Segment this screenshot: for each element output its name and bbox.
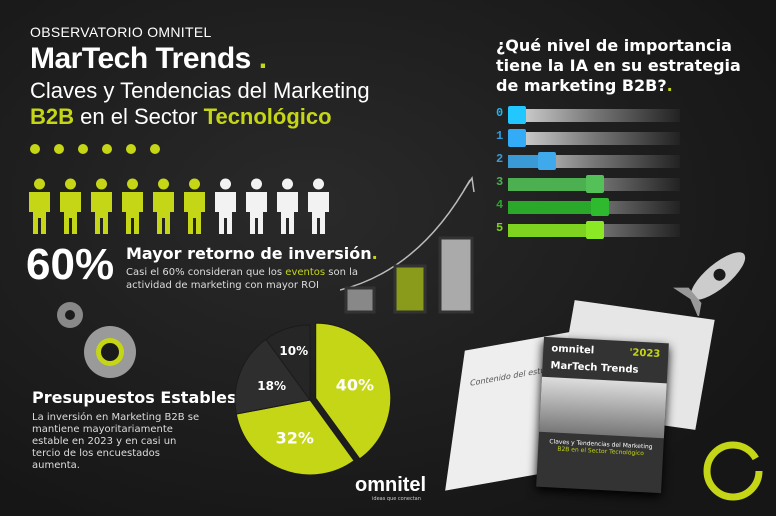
- ia-bar-row: 2: [496, 152, 686, 170]
- person-icon: [91, 178, 112, 234]
- arrow-icon: [340, 179, 471, 291]
- ia-bar-chart: 0 1 2 3 4 5: [496, 106, 686, 244]
- person-icon: [153, 178, 174, 234]
- rocket-icon: [672, 252, 746, 316]
- roi-text-post: son la actividad de marketing con mayor …: [126, 267, 359, 291]
- bar-fill: [508, 178, 605, 191]
- pie-slice: [235, 399, 355, 476]
- bar-marker: [591, 198, 610, 216]
- book-year: '2023: [629, 347, 661, 360]
- gear-icon: [57, 302, 136, 378]
- bar-marker: [586, 221, 605, 239]
- ia-question-text: ¿Qué nivel de importancia tiene la IA en…: [496, 36, 741, 95]
- ia-bar-row: 5: [496, 221, 686, 239]
- bar-label: 5: [496, 221, 504, 235]
- person-icon: [29, 178, 50, 234]
- roi-text-highlight: eventos: [285, 267, 326, 278]
- bar-marker: [586, 175, 605, 193]
- person-icon: [308, 178, 329, 234]
- roi-heading: Mayor retorno de inversión.: [126, 244, 378, 263]
- ring-icon: [703, 441, 763, 501]
- roi-percent: 60%: [26, 240, 115, 289]
- ia-bar-row: 4: [496, 198, 686, 216]
- ia-question: ¿Qué nivel de importancia tiene la IA en…: [496, 36, 741, 95]
- person-icon: [122, 178, 143, 234]
- pie-slice: [265, 324, 311, 402]
- subtitle-line1: Claves y Tendencias del Marketing: [30, 78, 370, 103]
- ia-bar-row: 3: [496, 175, 686, 193]
- bar-track: [508, 109, 680, 122]
- roi-heading-text: Mayor retorno de inversión: [126, 244, 372, 263]
- bar-marker: [508, 129, 526, 147]
- subtitle-b2b: B2B: [30, 104, 75, 129]
- budget-heading-text: Presupuestos Estables: [32, 388, 237, 407]
- ia-bar-row: 1: [496, 129, 686, 147]
- bar-label: 1: [496, 129, 504, 143]
- bar-marker: [538, 152, 557, 170]
- subtitle-mid: en el Sector: [74, 104, 204, 129]
- roi-text-pre: Casi el 60% consideran que los: [126, 267, 286, 278]
- ia-bar-row: 0: [496, 106, 686, 124]
- bar-fill: [508, 224, 605, 237]
- budget-text: La inversión en Marketing B2B se mantien…: [32, 412, 200, 471]
- pie-slice: [234, 338, 311, 415]
- bar-track: [508, 132, 680, 145]
- person-icon: [246, 178, 267, 234]
- roi-dot: .: [371, 244, 378, 263]
- bar-label: 2: [496, 152, 504, 166]
- roi-text: Casi el 60% consideran que los eventos s…: [126, 266, 386, 292]
- budget-heading: Presupuestos Estables.: [32, 388, 243, 407]
- subtitle-line2: B2B en el Sector Tecnológico: [30, 104, 332, 130]
- growth-bars-graphic: [340, 175, 475, 314]
- pie-label: 40%: [336, 375, 374, 394]
- bar-label: 4: [496, 198, 504, 212]
- budget-pie-chart: 40% 32% 18% 10%: [234, 322, 392, 476]
- book-brand: omnitel: [551, 343, 595, 357]
- people-pictogram: [28, 178, 330, 234]
- title-dot: .: [258, 42, 267, 75]
- person-icon: [277, 178, 298, 234]
- bar-label: 3: [496, 175, 504, 189]
- book-cover: omnitel '2023 MarTech Trends Claves y Ten…: [536, 336, 669, 494]
- decorative-dots: [30, 144, 160, 154]
- kicker: OBSERVATORIO OMNITEL: [30, 24, 212, 40]
- title-text: MarTech Trends: [30, 42, 251, 75]
- person-icon: [215, 178, 236, 234]
- subtitle-tec: Tecnológico: [203, 104, 332, 129]
- book-photo: [539, 376, 667, 439]
- pie-label: 18%: [257, 379, 286, 393]
- pie-slice: [315, 322, 392, 460]
- logo-tagline: ideas que conectan: [372, 496, 421, 502]
- logo-text: omnitel: [355, 474, 427, 496]
- bar-label: 0: [496, 106, 504, 120]
- person-icon: [184, 178, 205, 234]
- pie-label: 32%: [276, 428, 314, 447]
- omnitel-logo: omnitel: [355, 474, 426, 497]
- bar-fill: [508, 201, 610, 214]
- pie-label: 10%: [279, 344, 308, 358]
- bar-marker: [508, 106, 526, 124]
- page-title: MarTech Trends .: [30, 42, 267, 76]
- person-icon: [60, 178, 81, 234]
